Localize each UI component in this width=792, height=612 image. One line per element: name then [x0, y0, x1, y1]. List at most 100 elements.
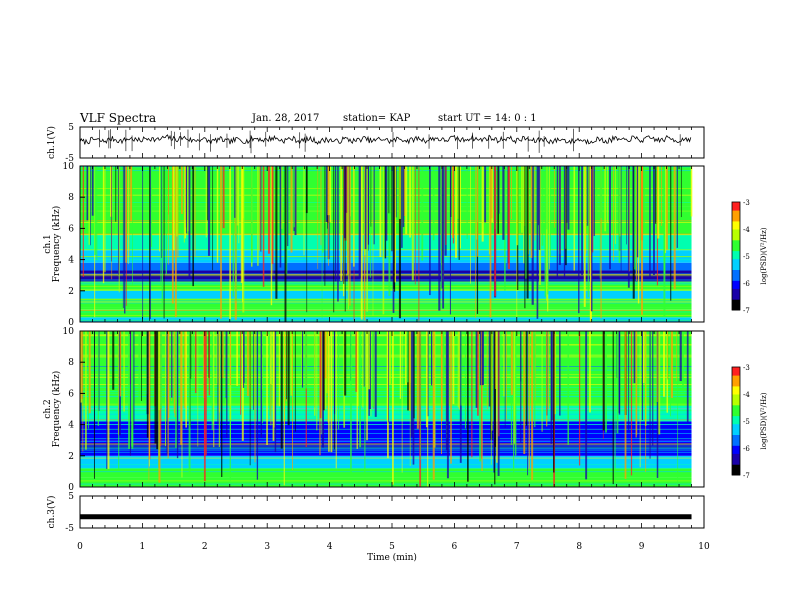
- burst: [241, 331, 244, 441]
- tone-line: [80, 392, 692, 394]
- burst: [486, 331, 488, 410]
- burst: [534, 331, 536, 428]
- burst: [369, 166, 371, 278]
- colorbar-step: [732, 431, 740, 435]
- tone-line: [80, 376, 692, 378]
- burst: [541, 166, 544, 246]
- ytick-label: 10: [63, 162, 75, 172]
- burst: [284, 331, 285, 425]
- spectrum-band: [80, 468, 692, 478]
- burst: [566, 166, 568, 223]
- burst: [220, 166, 222, 319]
- burst: [418, 166, 420, 322]
- burst: [482, 166, 483, 232]
- tone-line: [80, 443, 692, 445]
- burst: [613, 166, 614, 262]
- burst: [459, 166, 461, 249]
- burst: [175, 331, 177, 448]
- colorbar-step: [732, 448, 740, 452]
- colorbar-step: [732, 415, 740, 419]
- burst: [567, 166, 570, 230]
- colorbar-step: [732, 472, 740, 476]
- burst: [682, 331, 684, 392]
- burst: [212, 166, 214, 271]
- spectrum-band: [80, 317, 692, 322]
- burst: [256, 331, 259, 480]
- burst: [388, 166, 391, 296]
- burst: [565, 166, 567, 249]
- colorbar-step: [732, 220, 740, 225]
- burst: [497, 166, 500, 234]
- burst: [581, 166, 583, 276]
- colorbar-step: [732, 383, 740, 387]
- burst: [521, 166, 523, 233]
- colorbar-step: [732, 277, 740, 281]
- burst: [620, 166, 622, 274]
- burst: [488, 166, 491, 255]
- colorbar-step: [732, 372, 740, 376]
- burst: [93, 331, 95, 479]
- burst: [285, 331, 287, 402]
- burst: [554, 331, 556, 415]
- tone-line: [80, 315, 692, 316]
- colorbar-step: [732, 285, 740, 289]
- burst: [175, 166, 178, 237]
- colorbar-step: [732, 242, 740, 246]
- tone-line: [80, 419, 692, 421]
- tone-line: [80, 310, 692, 311]
- spectrum-band: [80, 290, 692, 299]
- tone-line: [80, 408, 692, 409]
- burst: [498, 166, 500, 214]
- burst: [314, 331, 316, 416]
- burst: [168, 331, 170, 418]
- burst: [328, 331, 330, 452]
- burst: [458, 166, 460, 260]
- tone-line: [80, 428, 692, 430]
- ytick-label: 8: [68, 358, 74, 368]
- colorbar-step: [732, 437, 740, 441]
- burst: [490, 331, 492, 465]
- colorbar-step: [732, 380, 740, 384]
- tone-line: [80, 451, 692, 453]
- burst: [132, 166, 133, 286]
- burst: [373, 166, 375, 245]
- colorbar-step: [732, 231, 740, 235]
- burst: [205, 166, 207, 238]
- burst: [457, 166, 459, 219]
- burst: [131, 331, 134, 447]
- burst: [636, 166, 639, 258]
- burst: [171, 331, 173, 398]
- tone-line: [80, 334, 692, 336]
- burst: [658, 331, 661, 435]
- colorbar-step: [732, 385, 740, 390]
- burst: [595, 166, 598, 220]
- burst: [154, 331, 157, 444]
- colorbar-label: log(PSD)(V²/Hz): [760, 227, 768, 284]
- burst: [243, 331, 245, 383]
- burst: [94, 166, 97, 255]
- colorbar-step: [732, 250, 740, 254]
- burst: [393, 166, 395, 289]
- burst: [333, 166, 335, 313]
- burst: [550, 331, 553, 444]
- burst: [411, 166, 414, 281]
- burst: [655, 166, 657, 224]
- tone-line: [80, 464, 692, 466]
- tone-line: [80, 299, 692, 301]
- burst: [546, 166, 548, 230]
- burst: [213, 331, 215, 448]
- burst: [290, 166, 293, 253]
- burst: [122, 166, 124, 309]
- burst: [602, 331, 605, 431]
- burst: [270, 166, 273, 306]
- burst: [370, 331, 372, 417]
- burst: [656, 331, 659, 478]
- colorbar-step: [732, 307, 740, 311]
- burst: [664, 166, 667, 254]
- burst: [192, 166, 194, 287]
- burst: [494, 166, 497, 297]
- burst: [524, 166, 526, 309]
- colorbar-step: [732, 239, 740, 243]
- burst: [305, 331, 308, 389]
- xtick-label: 9: [639, 542, 645, 552]
